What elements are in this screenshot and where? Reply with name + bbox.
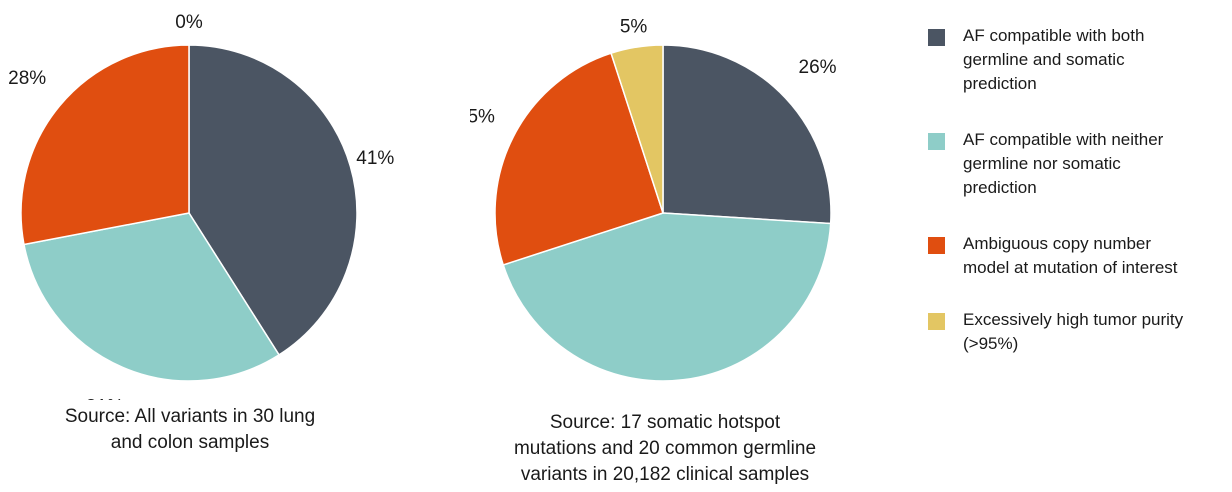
legend-swatch-ambiguous — [928, 237, 945, 254]
pie-slice-neither — [23, 212, 281, 382]
legend-swatch-both — [928, 29, 945, 46]
caption-line: variants in 20,182 clinical samples — [520, 464, 810, 485]
caption-line: mutations and 20 common germline — [513, 438, 817, 459]
pie-slice-both — [188, 44, 358, 356]
pie-chart-clinical-samples: 26%44%25%5% — [470, 16, 837, 382]
legend-line: prediction — [963, 178, 1037, 197]
legend-line: prediction — [963, 74, 1037, 93]
pie-2-caption: Source: 17 somatic hotspot mutations and… — [480, 410, 850, 488]
legend-line: germline nor somatic — [963, 154, 1121, 173]
pie-slice-both — [662, 44, 832, 225]
pie-1-caption: Source: All variants in 30 lung and colo… — [25, 404, 355, 456]
pie-slice-purity — [610, 44, 664, 214]
legend-line: model at mutation of interest — [963, 258, 1178, 277]
pie-data-label-purity: 5% — [620, 16, 648, 37]
legend-label: Excessively high tumor purity (>95%) — [963, 308, 1228, 356]
pie-data-label-both: 26% — [799, 57, 837, 78]
legend-label: AF compatible with neither germline nor … — [963, 128, 1228, 200]
legend-line: AF compatible with neither — [963, 130, 1164, 149]
legend-label: AF compatible with both germline and som… — [963, 24, 1228, 96]
legend-swatch-neither — [928, 133, 945, 150]
pie-data-label-neither: 31% — [86, 397, 124, 400]
legend-label: Ambiguous copy number model at mutation … — [963, 232, 1228, 280]
pie-data-label-ambiguous: 28% — [8, 68, 46, 89]
pie-slice-ambiguous — [494, 52, 664, 266]
pie-data-label-ambiguous: 25% — [470, 107, 495, 128]
caption-line: and colon samples — [110, 432, 270, 453]
pie-slice-neither — [502, 212, 832, 382]
legend-line: germline and somatic — [963, 50, 1125, 69]
pie-data-label-purity: 0% — [175, 12, 203, 33]
legend-line: (>95%) — [963, 334, 1019, 353]
pie-data-label-both: 41% — [356, 148, 394, 169]
pie-slice-ambiguous — [20, 44, 190, 246]
legend-line: AF compatible with both — [963, 26, 1145, 45]
caption-line: Source: All variants in 30 lung — [64, 406, 316, 427]
legend-swatch-purity — [928, 313, 945, 330]
legend-line: Excessively high tumor purity — [963, 310, 1184, 329]
pie-chart-all-variants: 41% 31% 28% 0% — [8, 12, 394, 400]
legend-line: Ambiguous copy number — [963, 234, 1152, 253]
caption-line: Source: 17 somatic hotspot — [549, 412, 781, 433]
